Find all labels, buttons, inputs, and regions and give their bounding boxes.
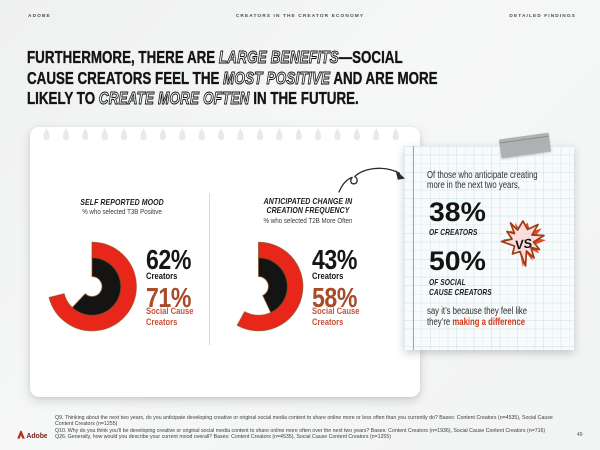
svg-text:VS: VS (514, 235, 533, 252)
svg-text:Adobe: Adobe (26, 432, 47, 439)
